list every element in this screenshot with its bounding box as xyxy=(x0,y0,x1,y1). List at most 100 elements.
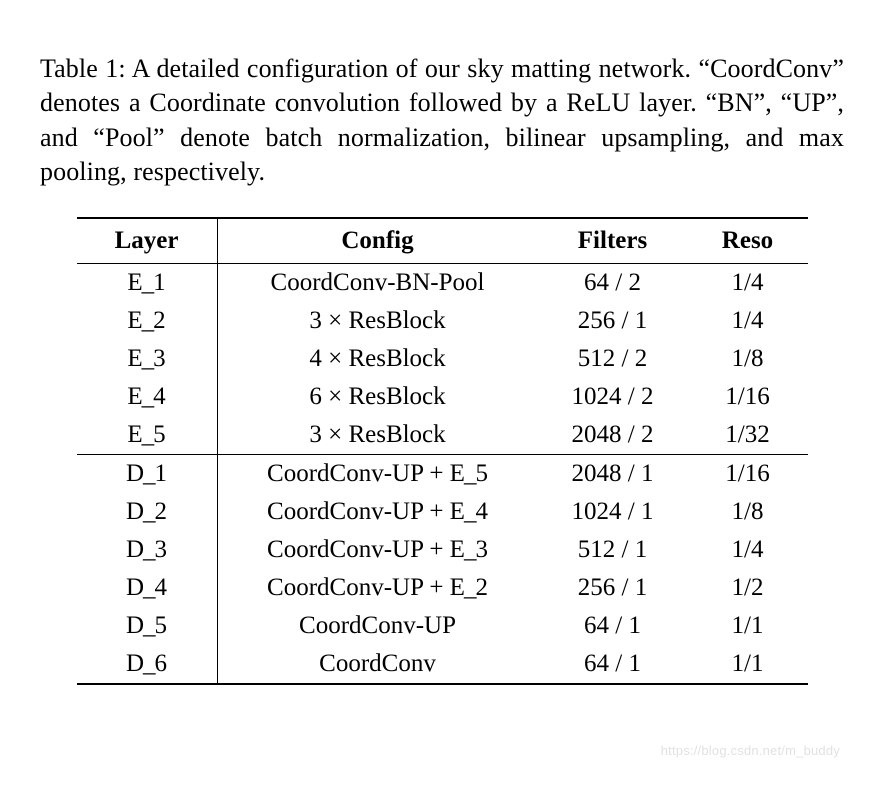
cell-config: 3 × ResBlock xyxy=(217,302,538,340)
config-suffix-sub: 5 xyxy=(475,460,488,487)
layer-base: D xyxy=(126,536,144,563)
cell-reso: 1/1 xyxy=(688,645,808,684)
layer-sub: 1 xyxy=(153,269,166,296)
layer-base: D xyxy=(126,574,144,601)
config-table: Layer Config Filters Reso E_1 CoordConv-B… xyxy=(77,217,808,685)
config-main: CoordConv-UP xyxy=(299,612,456,639)
cell-reso: 1/4 xyxy=(688,531,808,569)
caption-text: ”, “ xyxy=(754,88,793,117)
table-row: E_1 CoordConv-BN-Pool 64 / 21/4 xyxy=(77,264,808,303)
page: Table 1: A detailed configuration of our… xyxy=(0,0,884,792)
layer-sub: 3 xyxy=(155,536,168,563)
cell-reso: 1/4 xyxy=(688,264,808,303)
cell-filters: 1024 / 2 xyxy=(538,378,688,416)
layer-sub: 5 xyxy=(155,612,168,639)
config-main: CoordConv-UP + E xyxy=(267,460,465,487)
cell-filters: 512 / 2 xyxy=(538,340,688,378)
cell-config: CoordConv-UP + E_3 xyxy=(217,531,538,569)
cell-filters: 64 / 2 xyxy=(538,264,688,303)
layer-base: E xyxy=(127,421,142,448)
table-row: D_2CoordConv-UP + E_41024 / 11/8 xyxy=(77,493,808,531)
cell-layer: E_5 xyxy=(77,416,218,455)
cell-config: CoordConv-BN-Pool xyxy=(217,264,538,303)
cell-layer: E_2 xyxy=(77,302,218,340)
cell-filters: 2048 / 1 xyxy=(538,455,688,494)
cell-reso: 1/8 xyxy=(688,493,808,531)
layer-base: E xyxy=(127,307,142,334)
cell-config: 4 × ResBlock xyxy=(217,340,538,378)
table-row: E_34 × ResBlock512 / 21/8 xyxy=(77,340,808,378)
table-row: D_6 CoordConv 64 / 11/1 xyxy=(77,645,808,684)
cell-reso: 1/1 xyxy=(688,607,808,645)
table-header-row: Layer Config Filters Reso xyxy=(77,218,808,264)
layer-base: D xyxy=(126,498,144,525)
cell-filters: 64 / 1 xyxy=(538,607,688,645)
cell-reso: 1/8 xyxy=(688,340,808,378)
cell-filters: 512 / 1 xyxy=(538,531,688,569)
cell-reso: 1/16 xyxy=(688,455,808,494)
cell-reso: 1/4 xyxy=(688,302,808,340)
table-row: E_53 × ResBlock2048 / 21/32 xyxy=(77,416,808,455)
cell-layer: D_5 xyxy=(77,607,218,645)
cell-config: CoordConv-UP xyxy=(217,607,538,645)
layer-base: D xyxy=(126,460,144,487)
config-suffix-sub: 3 xyxy=(475,536,488,563)
table-caption: Table 1: A detailed configuration of our… xyxy=(40,52,844,189)
watermark: https://blog.csdn.net/m_buddy xyxy=(661,743,840,758)
layer-sub: 6 xyxy=(155,650,168,677)
th-filters: Filters xyxy=(538,218,688,264)
th-config: Config xyxy=(217,218,538,264)
cell-config: CoordConv xyxy=(217,645,538,684)
caption-term-pool: Pool xyxy=(105,123,153,152)
config-main: CoordConv-UP + E xyxy=(267,536,465,563)
caption-text: ” denote batch normalization, bilinear u… xyxy=(40,123,844,186)
layer-base: D xyxy=(126,612,144,639)
cell-config: CoordConv-UP + E_2 xyxy=(217,569,538,607)
th-layer: Layer xyxy=(77,218,218,264)
config-main: CoordConv-UP + E xyxy=(267,574,465,601)
config-prefix: 6 × xyxy=(309,383,348,410)
table-row: D_3CoordConv-UP + E_3512 / 11/4 xyxy=(77,531,808,569)
config-suffix-sub: 4 xyxy=(475,498,488,525)
layer-sub: 4 xyxy=(153,383,166,410)
layer-sub: 2 xyxy=(155,498,168,525)
layer-sub: 2 xyxy=(153,307,166,334)
cell-layer: D_2 xyxy=(77,493,218,531)
cell-filters: 64 / 1 xyxy=(538,645,688,684)
layer-sub: 4 xyxy=(155,574,168,601)
layer-base: E xyxy=(127,269,142,296)
config-main: ResBlock xyxy=(348,307,445,334)
config-prefix: 3 × xyxy=(309,307,348,334)
cell-filters: 256 / 1 xyxy=(538,302,688,340)
cell-layer: E_3 xyxy=(77,340,218,378)
config-main: CoordConv-BN-Pool xyxy=(271,269,485,296)
th-reso: Reso xyxy=(688,218,808,264)
layer-base: E xyxy=(127,345,142,372)
cell-layer: E_4 xyxy=(77,378,218,416)
config-main: ResBlock xyxy=(348,383,445,410)
cell-layer: E_1 xyxy=(77,264,218,303)
layer-base: E xyxy=(127,383,142,410)
config-main: ResBlock xyxy=(348,421,445,448)
caption-term-bn: BN xyxy=(717,88,753,117)
cell-layer: D_6 xyxy=(77,645,218,684)
config-main: CoordConv-UP + E xyxy=(267,498,465,525)
table-row: D_1CoordConv-UP + E_52048 / 11/16 xyxy=(77,455,808,494)
cell-reso: 1/32 xyxy=(688,416,808,455)
table-body: E_1CoordConv-BN-Pool64 / 21/4E_23 × ResB… xyxy=(77,264,808,685)
cell-config: CoordConv-UP + E_5 xyxy=(217,455,538,494)
caption-term-coordconv: CoordConv xyxy=(710,54,832,83)
caption-term-up: UP xyxy=(792,88,825,117)
cell-filters: 256 / 1 xyxy=(538,569,688,607)
cell-reso: 1/16 xyxy=(688,378,808,416)
table-row: D_5 CoordConv-UP 64 / 11/1 xyxy=(77,607,808,645)
cell-layer: D_4 xyxy=(77,569,218,607)
layer-base: D xyxy=(126,650,144,677)
cell-layer: D_3 xyxy=(77,531,218,569)
cell-config: 6 × ResBlock xyxy=(217,378,538,416)
cell-layer: D_1 xyxy=(77,455,218,494)
cell-config: 3 × ResBlock xyxy=(217,416,538,455)
config-main: CoordConv xyxy=(319,650,436,677)
cell-config: CoordConv-UP + E_4 xyxy=(217,493,538,531)
table-row: E_46 × ResBlock1024 / 21/16 xyxy=(77,378,808,416)
